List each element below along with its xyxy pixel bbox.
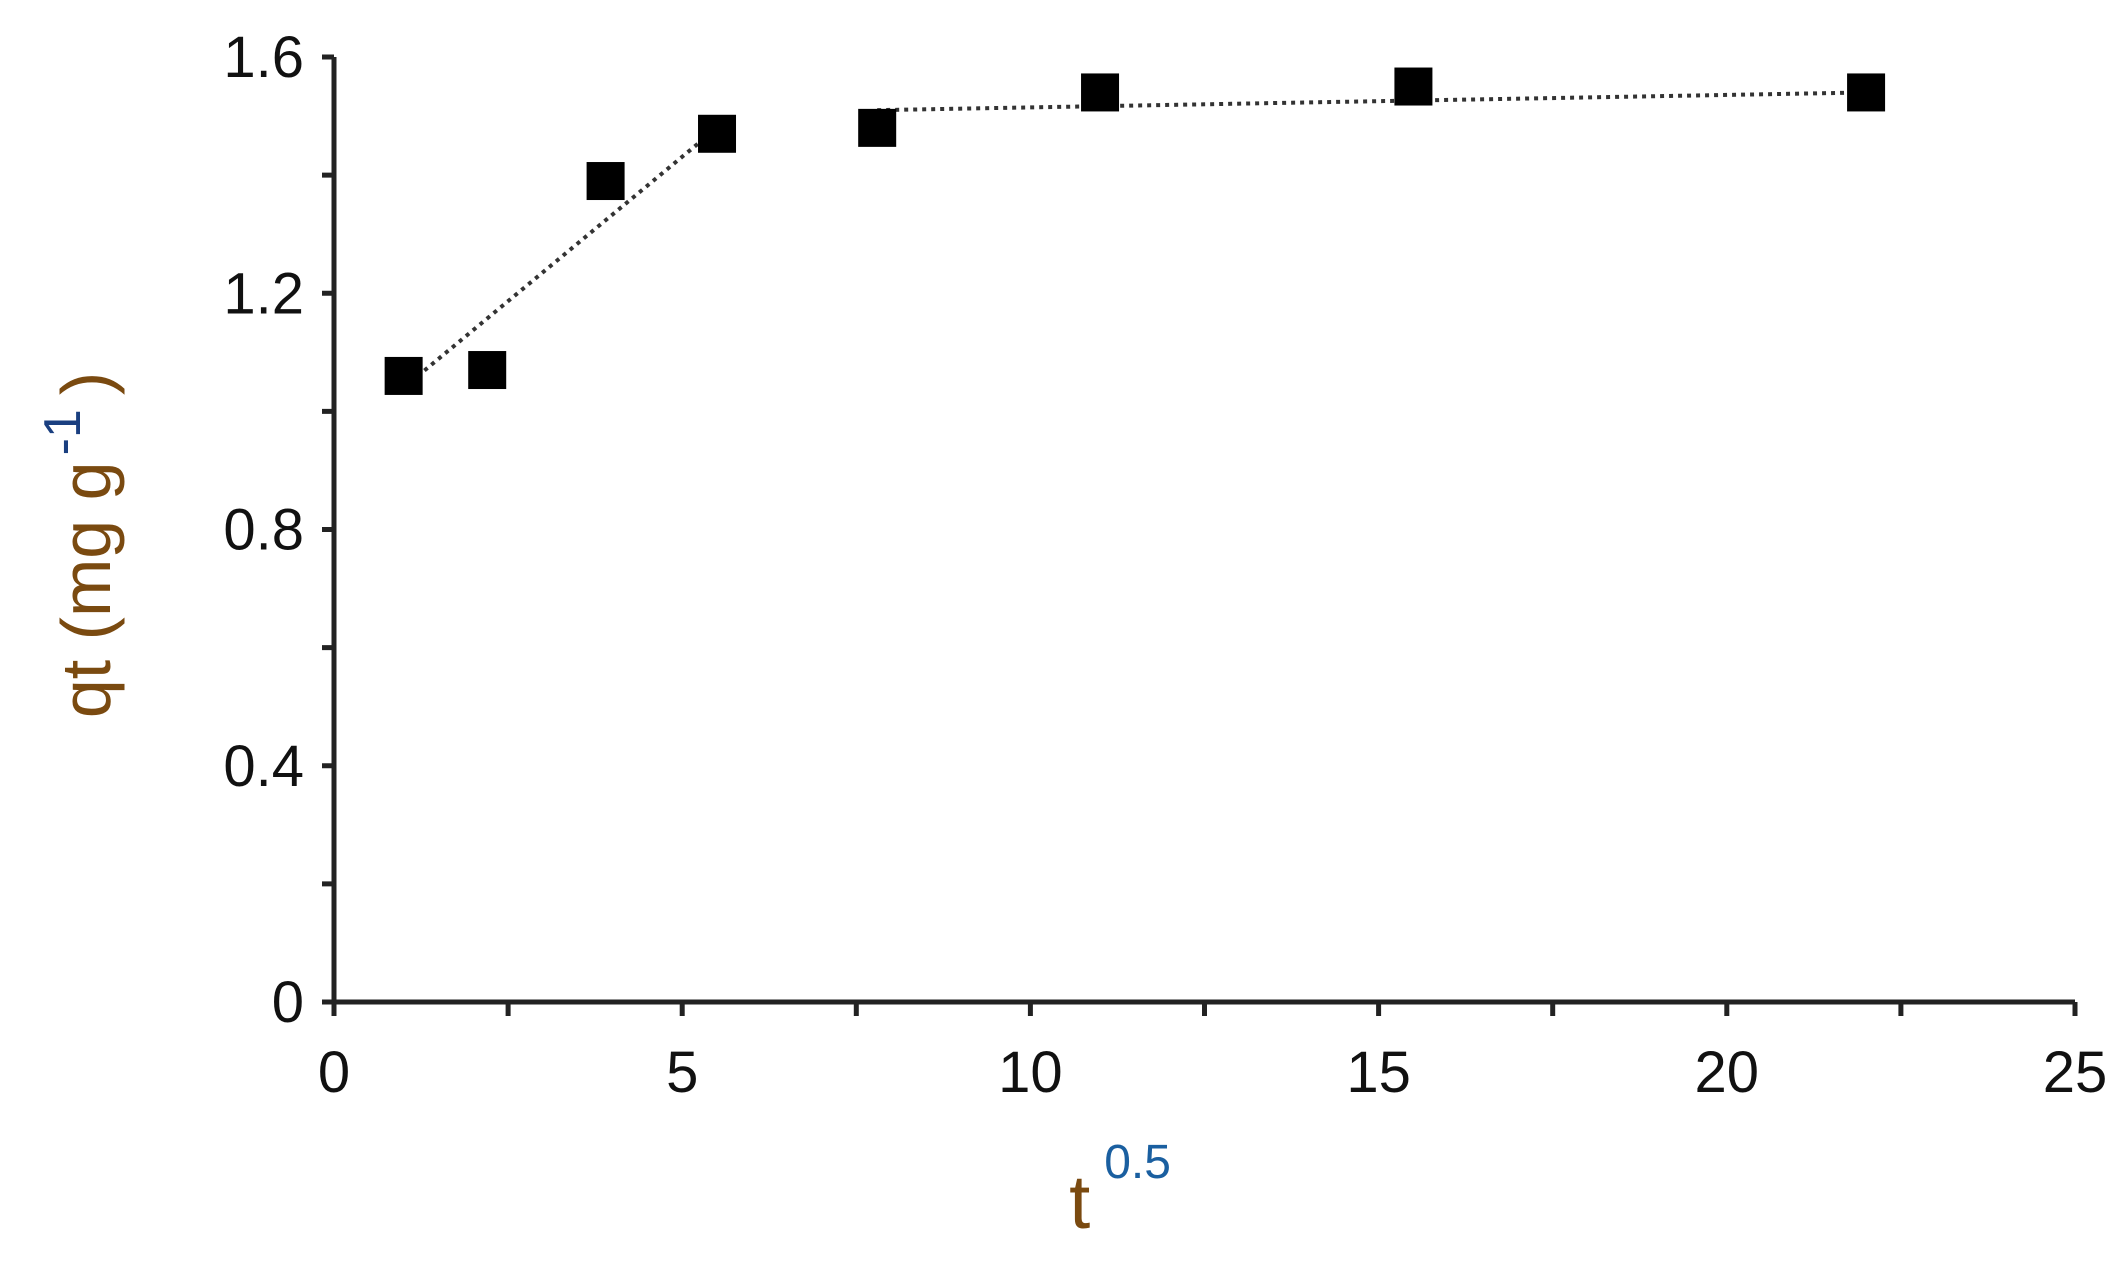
y-axis-label: qt (mg g -1) <box>34 372 125 718</box>
x-tick-label: 20 <box>1695 1040 1760 1105</box>
x-tick-label: 15 <box>1346 1040 1411 1105</box>
x-tick-label: 0 <box>318 1040 350 1105</box>
marker <box>1081 73 1120 112</box>
marker <box>586 162 625 201</box>
marker <box>1847 73 1886 112</box>
y-tick-label: 0.4 <box>223 734 304 799</box>
x-label-main: t <box>1069 1160 1090 1245</box>
y-tick-label: 1.2 <box>223 261 304 326</box>
marker <box>1394 67 1433 106</box>
y-label-end: ) <box>47 372 125 395</box>
x-tick-label: 5 <box>666 1040 698 1105</box>
fit-line <box>402 126 719 390</box>
marker <box>468 351 507 390</box>
marker <box>384 356 423 395</box>
x-tick-label: 25 <box>2043 1040 2108 1105</box>
fit-line <box>877 90 1867 113</box>
y-tick-label: 0 <box>272 970 304 1035</box>
y-label-main: qt (mg g <box>47 461 125 718</box>
x-tick-label: 10 <box>998 1040 1063 1105</box>
y-label-sup: -1 <box>34 409 92 455</box>
x-axis-label: t 0.5 <box>1069 1136 1171 1245</box>
y-tick-label: 0.8 <box>223 498 304 563</box>
marker <box>858 108 897 147</box>
marker <box>698 114 737 153</box>
x-label-sup: 0.5 <box>1104 1136 1171 1189</box>
y-tick-label: 1.6 <box>223 25 304 90</box>
